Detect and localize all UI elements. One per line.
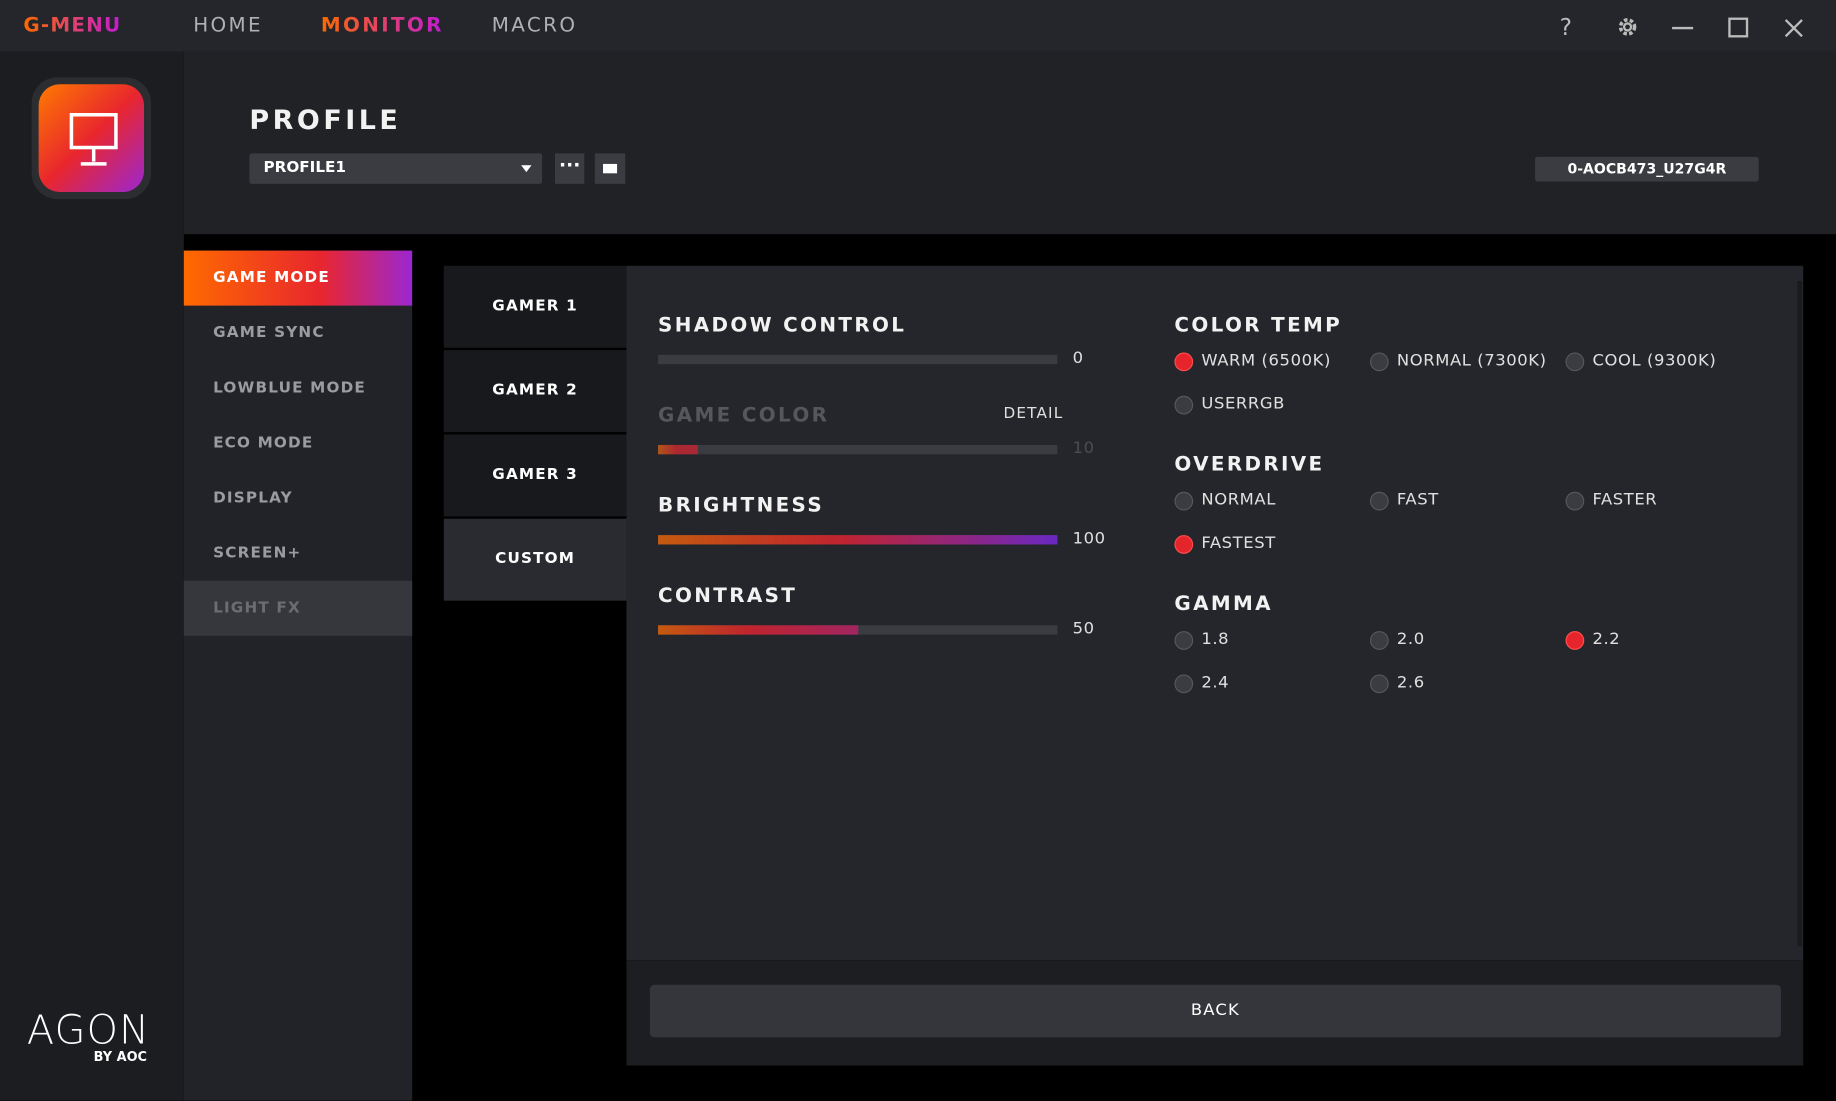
- nav-item[interactable]: MONITOR: [320, 14, 444, 38]
- radio-label[interactable]: NORMAL: [1201, 490, 1276, 510]
- radio-label[interactable]: COOL (9300K): [1592, 351, 1717, 371]
- settings-panel: [626, 265, 1804, 961]
- monitor-icon: [69, 112, 118, 166]
- slider-label: SHADOW CONTROL: [658, 313, 907, 338]
- scrollbar: [1797, 281, 1803, 947]
- more-button[interactable]: ···: [555, 153, 585, 184]
- radio-label[interactable]: 2.2: [1592, 629, 1621, 649]
- menu-item[interactable]: ECO MODE: [213, 434, 314, 452]
- group-title: COLOR TEMP: [1174, 313, 1343, 338]
- menu-item[interactable]: DISPLAY: [213, 489, 293, 508]
- menu-item[interactable]: LOWBLUE MODE: [213, 379, 366, 397]
- slider-track[interactable]: [658, 354, 1058, 365]
- profile-tab[interactable]: GAMER 3: [443, 434, 627, 517]
- slider-value: 10: [1072, 439, 1095, 458]
- slider-track[interactable]: [658, 444, 1058, 455]
- radio-label[interactable]: NORMAL (7300K): [1396, 351, 1547, 371]
- group-title: OVERDRIVE: [1174, 453, 1325, 477]
- nav-item[interactable]: MACRO: [491, 14, 578, 38]
- radio-label[interactable]: 2.4: [1201, 673, 1230, 693]
- slider-fill: [658, 444, 698, 455]
- group-title: GAMMA: [1174, 592, 1273, 616]
- radio-button[interactable]: [1174, 631, 1194, 650]
- profile-name: PROFILE1: [263, 159, 347, 177]
- radio-button[interactable]: [1174, 352, 1194, 372]
- title-bar: [0, 0, 1836, 52]
- settings-icon[interactable]: [1616, 15, 1639, 38]
- profile-title: PROFILE: [249, 105, 402, 136]
- radio-button[interactable]: [1369, 674, 1389, 694]
- radio-label[interactable]: WARM (6500K): [1201, 351, 1331, 371]
- radio-label[interactable]: 2.0: [1396, 629, 1425, 649]
- brand: G-MENU: [23, 14, 122, 38]
- menu-item[interactable]: LIGHT FX: [183, 580, 413, 636]
- slider-track[interactable]: [658, 625, 1058, 635]
- radio-button[interactable]: [1565, 352, 1585, 372]
- profile-tab[interactable]: GAMER 1: [443, 265, 627, 348]
- radio-button[interactable]: [1174, 674, 1194, 694]
- radio-button[interactable]: [1565, 631, 1585, 650]
- folder-icon: [603, 163, 618, 174]
- slider-label: CONTRAST: [658, 584, 798, 608]
- detail-link[interactable]: DETAIL: [1003, 405, 1064, 423]
- radio-button[interactable]: [1369, 352, 1389, 372]
- menu-item[interactable]: GAME MODE: [183, 250, 413, 306]
- dropdown-arrow: [521, 165, 532, 173]
- maximize-icon[interactable]: [1727, 16, 1750, 39]
- radio-button[interactable]: [1369, 491, 1389, 511]
- logo-frame: [31, 77, 152, 200]
- header: [183, 51, 1836, 235]
- side-menu: [183, 250, 413, 1101]
- slider-value: 0: [1072, 348, 1084, 368]
- slider-fill: [658, 625, 858, 635]
- slider-label: GAME COLOR: [658, 403, 830, 428]
- slider-label: BRIGHTNESS: [658, 494, 824, 518]
- profile-tab[interactable]: CUSTOM: [443, 518, 627, 601]
- radio-label[interactable]: 2.6: [1396, 673, 1425, 693]
- aoc-logo: BY AOC: [93, 1049, 147, 1065]
- nav-item[interactable]: HOME: [193, 14, 263, 38]
- radio-label[interactable]: 1.8: [1201, 629, 1230, 649]
- slider-value: 100: [1072, 529, 1106, 548]
- radio-button[interactable]: [1174, 491, 1194, 511]
- close-icon[interactable]: [1782, 16, 1805, 39]
- profile-tab[interactable]: GAMER 2: [443, 350, 627, 433]
- profile-dropdown[interactable]: PROFILE1: [249, 153, 543, 184]
- radio-label[interactable]: FASTER: [1592, 490, 1658, 510]
- radio-button[interactable]: [1174, 535, 1194, 554]
- help-icon[interactable]: ?: [1559, 12, 1573, 41]
- device-id: 0-AOCB473_U27G4R: [1535, 156, 1759, 182]
- logo-tile: [38, 84, 145, 193]
- radio-button[interactable]: [1174, 395, 1194, 415]
- menu-item[interactable]: SCREEN+: [213, 544, 302, 563]
- slider-fill: [658, 535, 1058, 545]
- radio-label[interactable]: USERRGB: [1201, 394, 1285, 414]
- radio-label[interactable]: FAST: [1396, 490, 1439, 510]
- menu-item[interactable]: GAME SYNC: [213, 324, 325, 342]
- radio-button[interactable]: [1369, 631, 1389, 650]
- minimize-icon[interactable]: [1671, 16, 1694, 39]
- left-rail: [0, 51, 184, 1101]
- radio-label[interactable]: FASTEST: [1201, 533, 1276, 553]
- back-button[interactable]: BACK: [649, 984, 1781, 1038]
- folder-button[interactable]: [594, 153, 626, 184]
- slider-value: 50: [1072, 619, 1095, 639]
- radio-button[interactable]: [1565, 491, 1585, 511]
- agon-logo: AGON: [26, 1006, 151, 1054]
